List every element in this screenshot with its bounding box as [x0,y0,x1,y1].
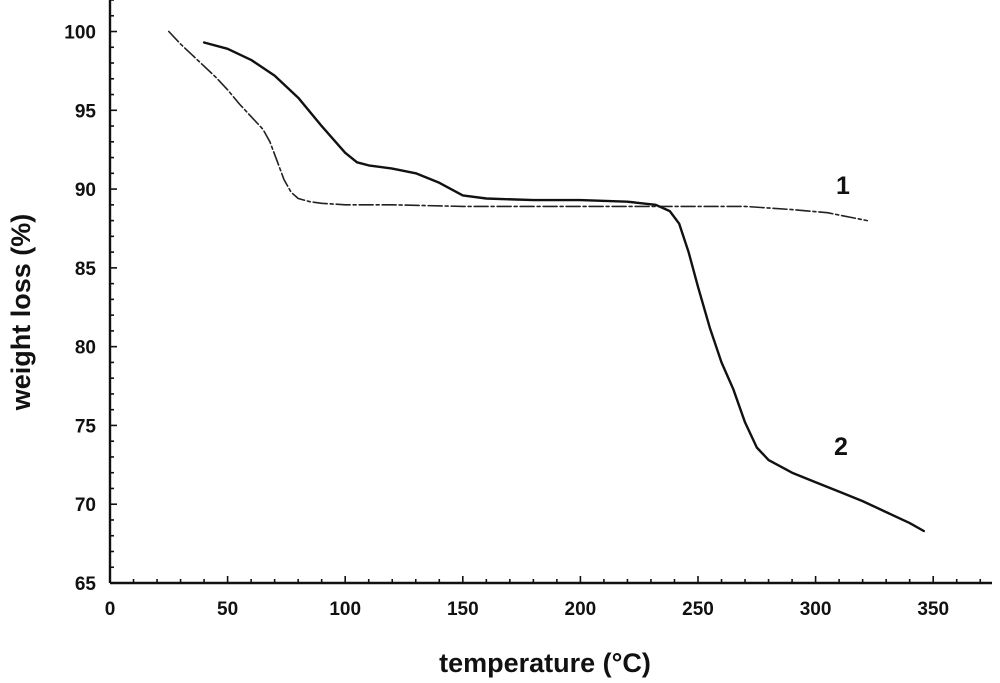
curve-label-2: 2 [834,433,848,461]
ticks: 65 70 75 80 85 90 95 100 0 50 100 150 200 250 300 350 [64,0,982,620]
axes [108,0,992,585]
y-tick-label: 95 [75,101,97,122]
y-tick-label: 90 [75,180,96,201]
x-tick-label: 150 [447,599,479,620]
x-tick-label: 300 [800,599,832,620]
x-tick-label: 0 [105,599,116,620]
x-tick-label: 250 [682,599,714,620]
series-1-line [168,30,869,222]
x-axis-title: temperature (°C) [439,648,651,678]
x-tick-label: 100 [329,599,361,620]
y-tick-label: 85 [75,259,97,280]
x-tick-label: 200 [565,599,597,620]
y-tick-label: 80 [75,338,96,359]
y-tick-label: 75 [75,416,97,437]
y-axis-title: weight loss (%) [6,214,36,412]
series-2-line [202,41,925,533]
y-tick-label: 65 [75,574,97,595]
x-tick-label: 350 [917,599,949,620]
y-tick-label: 100 [64,23,96,44]
series-layer [168,30,925,533]
x-tick-label: 50 [217,599,238,620]
curve-label-1: 1 [836,172,850,200]
y-tick-label: 70 [75,495,96,516]
